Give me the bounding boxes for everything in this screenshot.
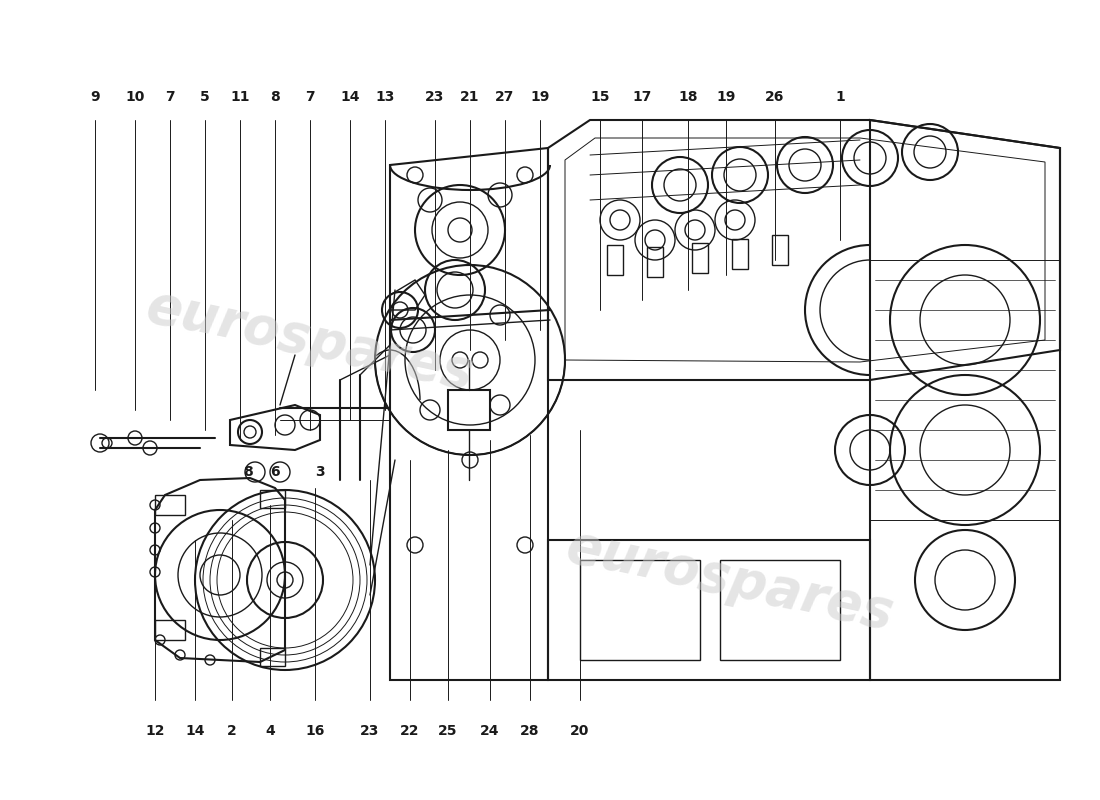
Text: 1: 1: [835, 90, 845, 104]
Text: 14: 14: [340, 90, 360, 104]
Text: 21: 21: [460, 90, 480, 104]
Text: 16: 16: [306, 724, 324, 738]
Text: 19: 19: [530, 90, 550, 104]
Text: 18: 18: [679, 90, 697, 104]
Text: 19: 19: [716, 90, 736, 104]
Text: 6: 6: [271, 465, 279, 479]
Text: 8: 8: [243, 465, 253, 479]
Text: 23: 23: [426, 90, 444, 104]
Text: 15: 15: [591, 90, 609, 104]
Text: 28: 28: [520, 724, 540, 738]
Text: 13: 13: [375, 90, 395, 104]
Text: 27: 27: [495, 90, 515, 104]
Text: 7: 7: [165, 90, 175, 104]
Text: 12: 12: [145, 724, 165, 738]
Text: 7: 7: [305, 90, 315, 104]
Text: 3: 3: [316, 465, 324, 479]
Text: 14: 14: [185, 724, 205, 738]
Text: 10: 10: [125, 90, 145, 104]
Text: 26: 26: [766, 90, 784, 104]
Text: 17: 17: [632, 90, 651, 104]
Text: 4: 4: [265, 724, 275, 738]
Text: 11: 11: [230, 90, 250, 104]
Text: 24: 24: [481, 724, 499, 738]
Text: eurospares: eurospares: [142, 280, 478, 400]
Text: 25: 25: [438, 724, 458, 738]
Text: 9: 9: [90, 90, 100, 104]
Text: eurospares: eurospares: [561, 520, 899, 640]
Text: 22: 22: [400, 724, 420, 738]
Text: 23: 23: [361, 724, 379, 738]
Text: 8: 8: [271, 90, 279, 104]
Text: 5: 5: [200, 90, 210, 104]
Text: 20: 20: [570, 724, 590, 738]
Text: 2: 2: [227, 724, 236, 738]
